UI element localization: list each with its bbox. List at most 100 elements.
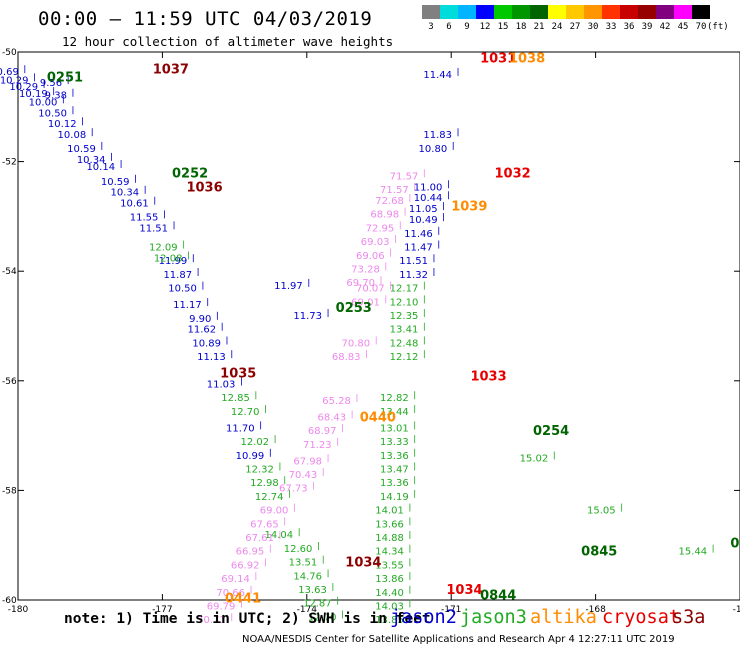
color-scale-label: 9 (464, 22, 470, 32)
color-scale-label: 70 (695, 22, 707, 32)
pass-time-label: 1031 (480, 51, 516, 66)
pass-time-label: 0844 (480, 589, 516, 604)
y-tick-label: -50 (2, 48, 17, 58)
swh-value-label: 11.51 (399, 256, 428, 267)
color-scale-label: 45 (677, 22, 689, 32)
swh-value-label: 12.74 (255, 492, 284, 503)
swh-value-label: 12.10 (390, 297, 419, 308)
swh-value-label: 11.55 (130, 212, 159, 223)
swh-value-label: 69.03 (361, 237, 390, 248)
y-tick-label: -60 (2, 596, 17, 606)
x-tick-label: -180 (8, 605, 29, 615)
pass-time-label: 02 (730, 536, 740, 551)
swh-value-label: 10.14 (86, 162, 115, 173)
x-tick-label: -171 (441, 605, 461, 615)
swh-value-label: 12.82 (380, 393, 409, 404)
swh-value-label: 10.89 (192, 338, 221, 349)
swh-value-label: 69.06 (356, 251, 385, 262)
swh-value-label: 10.34 (111, 188, 140, 199)
swh-value-label: 13.36 (380, 451, 409, 462)
chart-title: 00:00 – 11:59 UTC 04/03/2019 (38, 8, 373, 30)
swh-value-label: 12.60 (284, 544, 313, 555)
color-scale-cell (440, 5, 458, 19)
pass-time-label: 1034 (345, 556, 381, 571)
color-scale-label: 24 (551, 22, 563, 32)
swh-value-label: 68.43 (317, 412, 346, 423)
color-scale-label: 3 (428, 22, 434, 32)
swh-value-label: 13.86 (375, 574, 404, 585)
swh-value-label: 13.33 (380, 437, 409, 448)
swh-value-label: 13.66 (375, 519, 404, 530)
swh-value-label: 12.32 (245, 464, 274, 475)
swh-value-label: 12.87 (303, 599, 332, 610)
legend-cryosat: cryosat (602, 607, 680, 628)
color-scale-label: 36 (623, 22, 635, 32)
pass-time-label: 1036 (186, 180, 222, 195)
swh-value-label: 69.14 (221, 574, 250, 585)
x-tick-label: -177 (152, 605, 172, 615)
y-tick-label: -54 (2, 267, 17, 277)
swh-value-label: 10.44 (414, 193, 443, 204)
swh-value-label: 70.07 (356, 284, 385, 295)
swh-value-label: 10.80 (419, 144, 448, 155)
pass-time-label: 1032 (495, 167, 531, 182)
pass-time-label: 0254 (533, 424, 569, 439)
swh-value-label: 67.73 (279, 484, 308, 495)
swh-value-label: 11.44 (423, 70, 452, 81)
legend-s3a: s3a (672, 607, 706, 628)
swh-value-label: 11.99 (159, 256, 188, 267)
swh-value-label: 10.12 (48, 119, 77, 130)
y-tick-label: -56 (2, 377, 17, 387)
pass-time-label: 1033 (470, 369, 506, 384)
color-scale-cell (656, 5, 674, 19)
x-tick-label: -168 (585, 605, 606, 615)
swh-value-label: 73.28 (351, 264, 380, 275)
swh-value-label: 14.03 (375, 601, 404, 612)
swh-value-label: 9.56 (40, 78, 62, 89)
swh-value-label: 14.01 (375, 506, 404, 517)
color-scale-cell (530, 5, 548, 19)
swh-value-label: 10.59 (67, 144, 96, 155)
swh-value-label: 70.71 (197, 615, 226, 626)
swh-value-label: 71.57 (380, 185, 409, 196)
swh-value-label: 14.04 (265, 530, 294, 541)
pass-time-label: 1038 (509, 51, 545, 66)
swh-value-label: 70.80 (342, 338, 371, 349)
color-scale-unit: (ft) (707, 22, 729, 32)
swh-value-label: 10.29 (9, 82, 38, 93)
swh-value-label: 13.36 (380, 478, 409, 489)
color-scale-label: 6 (446, 22, 452, 32)
swh-value-label: 12.70 (231, 407, 260, 418)
swh-value-label: 66.95 (236, 547, 265, 558)
swh-value-label: 9.38 (45, 91, 67, 102)
swh-value-label: 70.66 (216, 588, 245, 599)
color-scale-cell (584, 5, 602, 19)
swh-value-label: 11.70 (226, 423, 255, 434)
swh-value-label: 72.68 (375, 196, 404, 207)
color-scale-cell (674, 5, 692, 19)
y-tick-label: -58 (2, 486, 17, 496)
pass-time-label: 0845 (581, 545, 617, 560)
swh-value-label: 13.01 (380, 423, 409, 434)
swh-value-label: 13.51 (289, 558, 318, 569)
swh-value-label: 10.59 (101, 177, 130, 188)
swh-value-label: 11.83 (423, 130, 452, 141)
swh-value-label: 70.43 (289, 470, 318, 481)
swh-value-label: 10.34 (77, 155, 106, 166)
color-scale-label: 39 (641, 22, 653, 32)
legend-altika: altika (530, 607, 597, 628)
color-scale-cell (458, 5, 476, 19)
swh-value-label: 15.02 (520, 454, 549, 465)
swh-value-label: 13.47 (380, 464, 409, 475)
swh-value-label: 10.19 (19, 89, 48, 100)
swh-value-label: 10.50 (38, 108, 67, 119)
color-scale-cell (476, 5, 494, 19)
swh-value-label: 71.23 (303, 440, 332, 451)
pass-time-label: 0252 (172, 167, 208, 182)
pass-time-label: 0440 (360, 410, 396, 425)
pass-time-label: 0251 (47, 71, 83, 86)
color-scale-cell (548, 5, 566, 19)
swh-value-label: 13.41 (390, 325, 419, 336)
